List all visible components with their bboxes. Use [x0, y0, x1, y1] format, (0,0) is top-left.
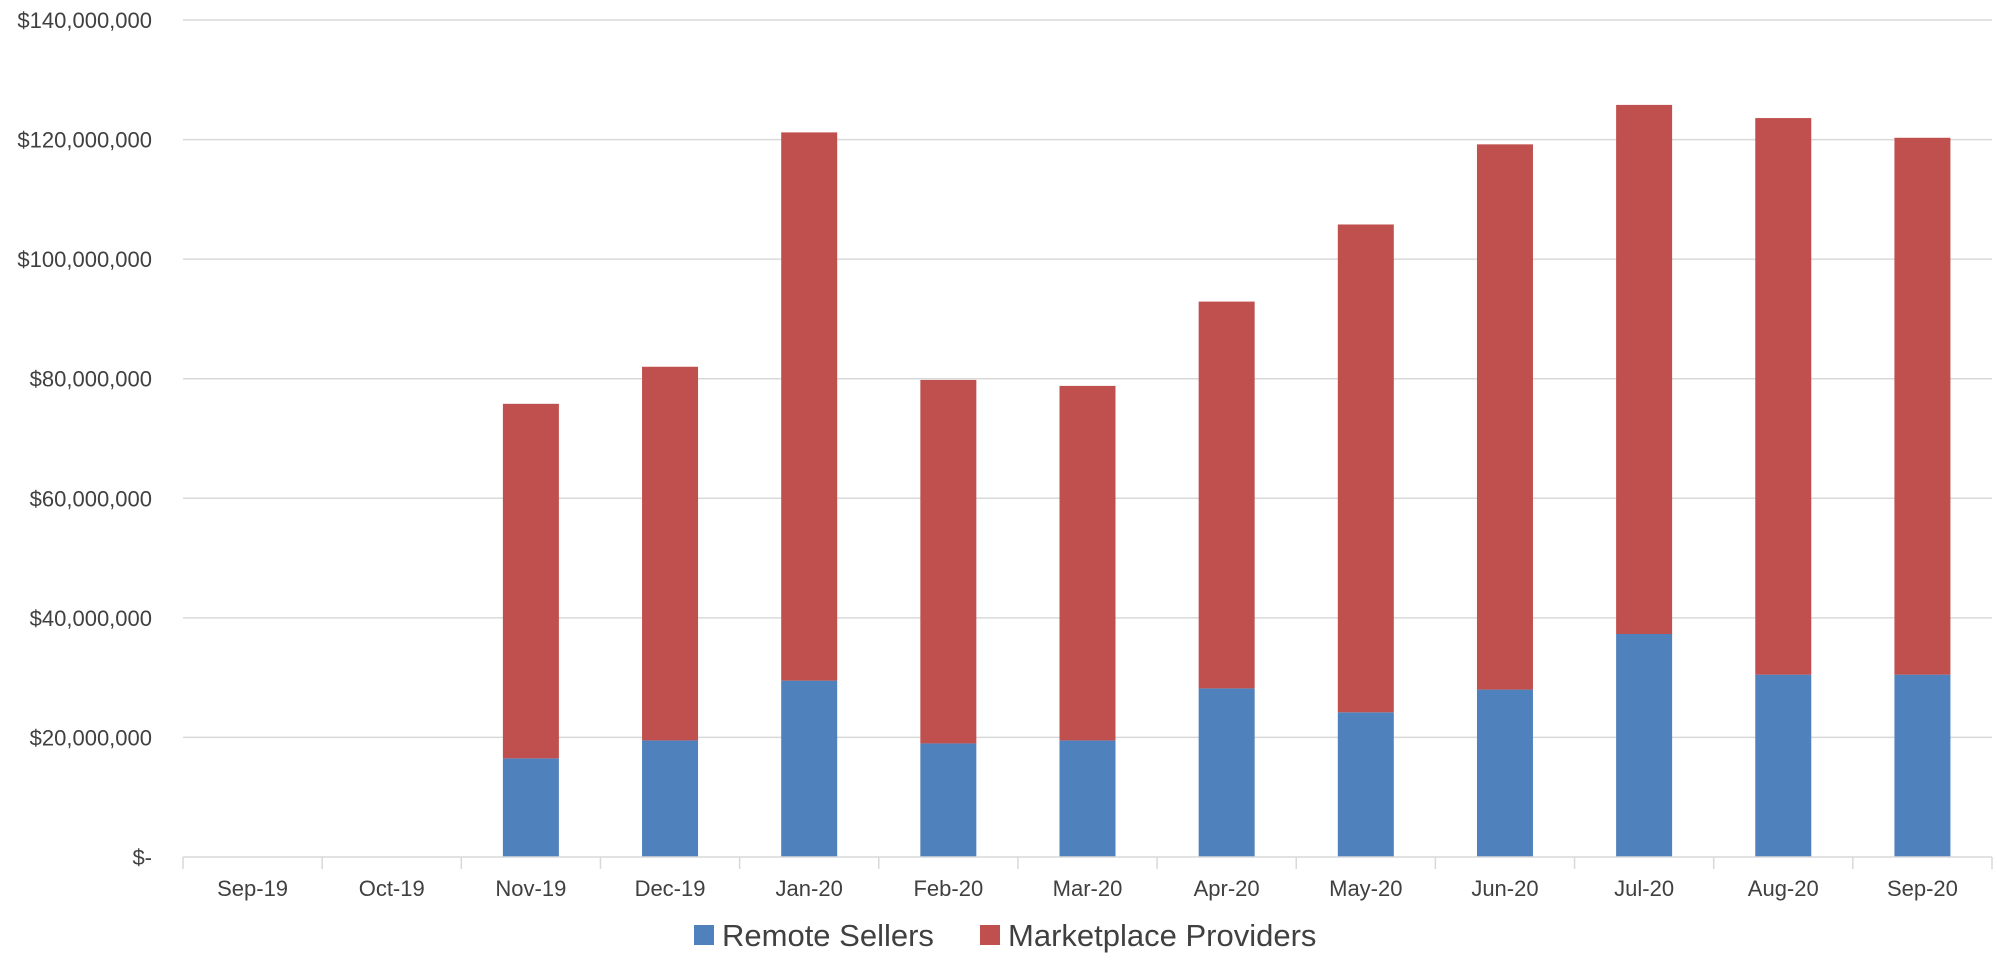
bar-marketplace-providers-jun-20 [1476, 144, 1533, 690]
bar-remote-sellers-feb-20 [920, 743, 977, 857]
x-tick-label: Sep-20 [1887, 876, 1958, 901]
x-tick-label: Sep-19 [217, 876, 288, 901]
y-tick-label: $80,000,000 [30, 367, 152, 392]
x-tick-label: Jul-20 [1614, 876, 1674, 901]
x-tick-label: Oct-19 [359, 876, 425, 901]
bar-remote-sellers-aug-20 [1755, 674, 1812, 857]
bar-remote-sellers-nov-19 [502, 758, 559, 857]
bar-marketplace-providers-apr-20 [1198, 301, 1255, 689]
bar-remote-sellers-jan-20 [781, 680, 838, 857]
bar-marketplace-providers-dec-19 [642, 366, 699, 741]
bar-marketplace-providers-jul-20 [1616, 104, 1673, 634]
y-tick-label: $40,000,000 [30, 606, 152, 631]
x-tick-label: Aug-20 [1748, 876, 1819, 901]
bar-marketplace-providers-jan-20 [781, 132, 838, 681]
x-tick-label: Jan-20 [776, 876, 843, 901]
legend-label-remote-sellers: Remote Sellers [722, 918, 934, 953]
y-tick-label: $120,000,000 [17, 128, 152, 153]
x-axis [182, 856, 1993, 869]
y-tick-label: $60,000,000 [30, 486, 152, 511]
bar-marketplace-providers-sep-20 [1894, 137, 1951, 675]
bar-remote-sellers-mar-20 [1059, 740, 1116, 857]
x-tick-label: Feb-20 [913, 876, 983, 901]
x-tick-label: May-20 [1329, 876, 1402, 901]
legend-swatch-marketplace-providers [980, 925, 1000, 945]
bar-remote-sellers-dec-19 [642, 740, 699, 857]
x-tick-label: Jun-20 [1471, 876, 1538, 901]
legend-label-marketplace-providers: Marketplace Providers [1008, 918, 1316, 953]
x-tick-label: Apr-20 [1194, 876, 1260, 901]
y-tick-label: $100,000,000 [17, 247, 152, 272]
x-tick-label: Mar-20 [1053, 876, 1123, 901]
bar-marketplace-providers-aug-20 [1755, 118, 1812, 675]
bar-marketplace-providers-mar-20 [1059, 385, 1116, 741]
x-axis-tick-labels: Sep-19 Oct-19 Nov-19 Dec-19 Jan-20 Feb-20 Mar-… [217, 876, 1958, 901]
bar-remote-sellers-sep-20 [1894, 674, 1951, 857]
y-tick-label: $20,000,000 [30, 725, 152, 750]
bar-remote-sellers-jun-20 [1476, 689, 1533, 857]
bar-marketplace-providers-may-20 [1337, 224, 1394, 713]
legend-swatch-remote-sellers [694, 925, 714, 945]
bar-marketplace-providers-nov-19 [502, 403, 559, 759]
bar-remote-sellers-apr-20 [1198, 688, 1255, 857]
x-tick-label: Dec-19 [635, 876, 706, 901]
bar-remote-sellers-jul-20 [1616, 633, 1673, 857]
x-tick-label: Nov-19 [495, 876, 566, 901]
bars [502, 104, 1951, 857]
legend: Remote Sellers Marketplace Providers [694, 918, 1316, 953]
bar-marketplace-providers-feb-20 [920, 379, 977, 744]
y-tick-label: $140,000,000 [17, 8, 152, 33]
y-tick-label: $- [132, 845, 152, 870]
y-axis-tick-labels: $- $20,000,000 $40,000,000 $60,000,000 $80,0… [17, 8, 152, 870]
bar-remote-sellers-may-20 [1337, 712, 1394, 857]
